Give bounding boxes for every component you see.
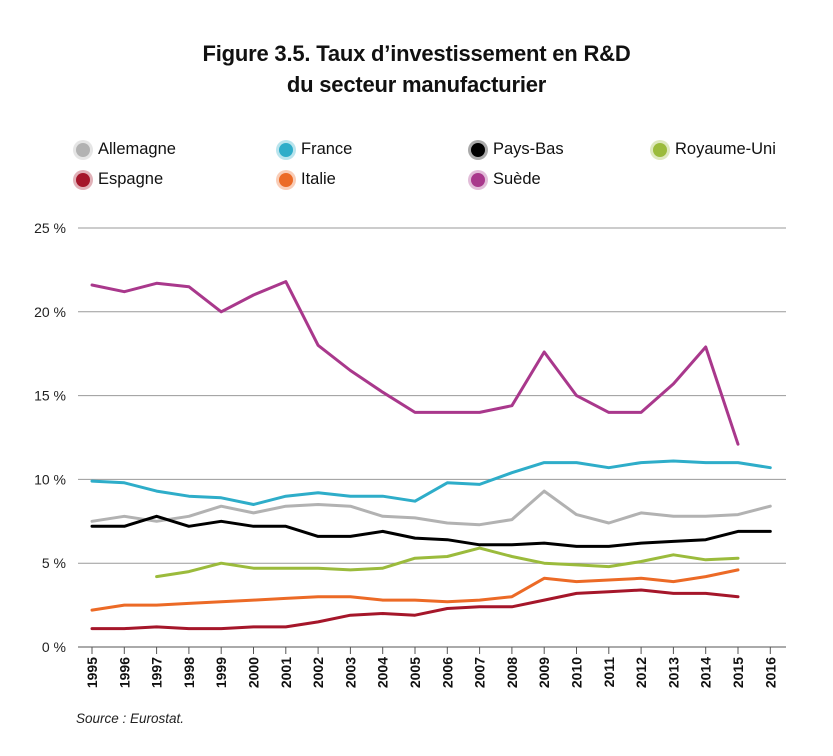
x-tick-label: 2002 [310,657,326,688]
x-tick-label: 2005 [407,657,423,688]
series-line-suede [90,280,740,446]
series-line-royaume-uni [155,546,740,579]
source-note: Source : Eurostat. [76,711,185,726]
legend-item-suede: Suède [471,170,541,189]
x-tick-label: 2000 [246,657,262,688]
x-tick-label: 2008 [504,657,520,688]
x-tick-label: 2004 [375,657,391,688]
y-tick-label: 20 % [34,304,66,320]
legend-swatch [76,142,90,157]
x-tick-label: 1995 [84,657,100,688]
x-tick-label: 2009 [536,657,552,688]
series-line-france [90,459,772,506]
y-tick-label: 15 % [34,388,66,404]
x-tick-label: 2003 [342,657,358,688]
legend-item-allemagne: Allemagne [76,140,176,159]
legend-label: Espagne [98,170,164,188]
x-tick-label: 1996 [116,657,132,688]
x-tick-label: 2016 [762,657,778,688]
x-tick-label: 1999 [213,657,229,688]
y-tick-label: 0 % [42,639,66,655]
x-tick-label: 2011 [601,657,617,688]
legend-swatch [471,172,485,187]
legend-item-pays-bas: Pays-Bas [471,140,564,159]
chart-title-line-1: Figure 3.5. Taux d’investissement en R&D [202,41,631,66]
chart-title: Figure 3.5. Taux d’investissement en R&D… [0,38,833,100]
x-tick-label: 2001 [278,657,294,688]
legend-label: Royaume-Uni [675,140,776,158]
series-line-pays-bas [90,514,772,548]
legend-item-france: France [279,140,352,159]
series-line-espagne [90,588,740,631]
legend-label: Italie [301,170,336,188]
y-tick-label: 25 % [34,220,66,236]
x-tick-label: 2013 [665,657,681,688]
legend-label: Suède [493,170,541,188]
x-tick-label: 2006 [439,657,455,688]
legend-item-royaume-uni: Royaume-Uni [653,140,776,159]
series-line-italie [90,568,740,612]
line-chart: 0 % 5 % 10 % 15 % 20 % 25 % 1995 1996 1997 1998 19… [34,220,786,688]
y-tick-label: 5 % [42,555,66,571]
legend-swatch [76,172,90,187]
legend-swatch [279,172,293,187]
y-tick-label: 10 % [34,471,66,487]
legend-item-espagne: Espagne [76,170,163,189]
x-tick-label: 2010 [569,657,585,688]
legend-item-italie: Italie [279,170,336,189]
legend-swatch [471,142,485,157]
x-tick-label: 2014 [698,657,714,688]
legend-label: France [301,140,353,158]
chart-legend: Allemagne France Pays-Bas Royaume-Uni Espagn… [0,0,833,200]
series-line-allemagne [90,489,772,527]
x-tick-label: 1997 [149,657,165,688]
legend-label: Allemagne [98,140,176,158]
x-tick-label: 2007 [472,657,488,688]
x-tick-label: 2015 [730,657,746,688]
legend-swatch [279,142,293,157]
x-tick-label: 1998 [181,657,197,688]
chart-title-line-2: du secteur manufacturier [286,72,547,97]
x-tick-label: 2012 [633,657,649,688]
legend-label: Pays-Bas [493,140,564,158]
legend-swatch [653,142,667,157]
